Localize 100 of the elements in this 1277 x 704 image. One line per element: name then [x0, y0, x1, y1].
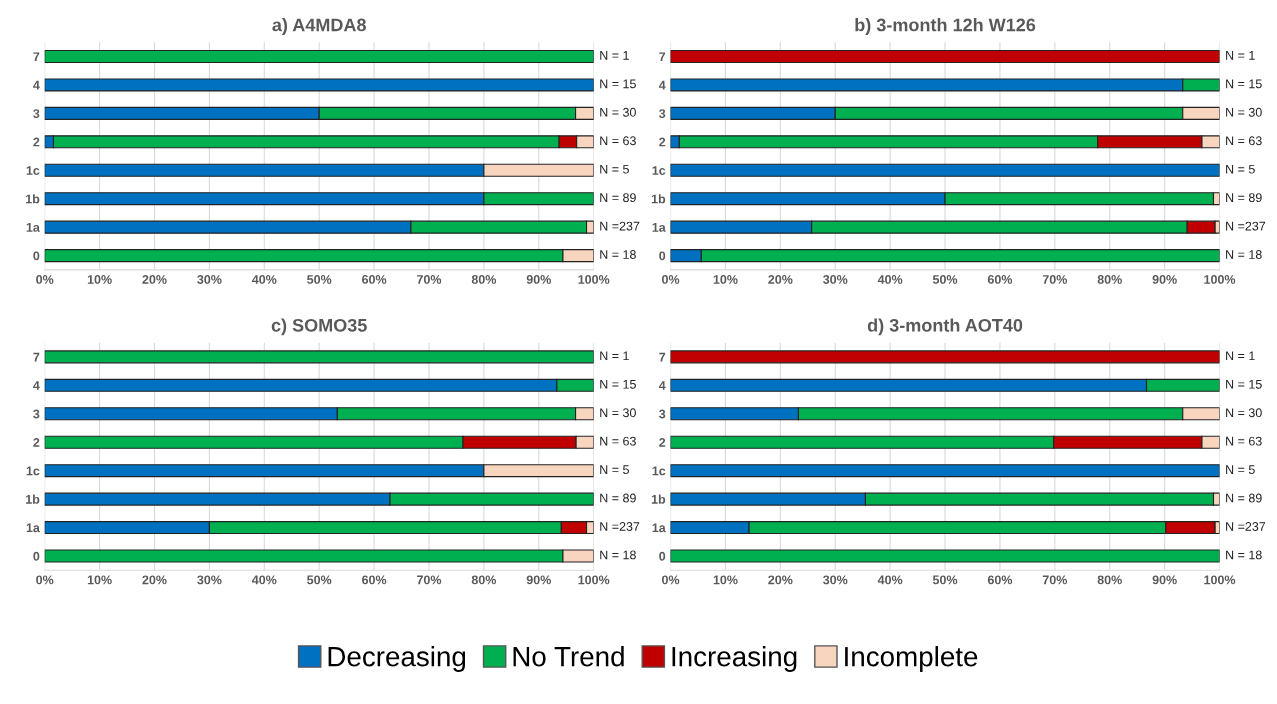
- y-tick-label: 4: [33, 80, 40, 90]
- y-tick-label: 1c: [26, 166, 40, 175]
- y-tick-label: 1a: [652, 223, 666, 232]
- text: N =237: [600, 221, 640, 231]
- x-tick-label: 90%: [526, 575, 551, 585]
- x-tick-label: 30%: [823, 575, 848, 585]
- text: N = 18: [600, 550, 636, 560]
- y-tick-label: 1b: [651, 194, 666, 204]
- x-tick-label: 20%: [142, 575, 167, 585]
- text: N = 15: [600, 79, 636, 89]
- x-tick-label: 70%: [417, 575, 442, 585]
- x-tick-label: 10%: [87, 575, 112, 585]
- y-tick-label: 1c: [26, 466, 40, 476]
- text: N = 5: [600, 465, 629, 475]
- text: N = 15: [600, 379, 636, 389]
- y-tick-label: 1a: [26, 223, 40, 232]
- x-tick-label: 20%: [768, 575, 793, 585]
- y-tick-label: 2: [659, 438, 666, 447]
- x-tick-label: 40%: [877, 275, 903, 284]
- chart-title: b) 3-month 12h W126: [855, 18, 1036, 35]
- chart-title: a) A4MDA8: [272, 18, 366, 35]
- x-tick-label: 0%: [662, 575, 680, 585]
- x-tick-label: 100%: [1204, 575, 1236, 585]
- text: N = 63: [600, 136, 636, 146]
- x-tick-label: 0%: [36, 575, 54, 585]
- x-tick-label: 90%: [526, 275, 551, 284]
- bar: [670, 163, 1220, 177]
- text: N = 15: [1226, 379, 1262, 389]
- y-tick-label: 4: [33, 381, 40, 390]
- y-tick-label: 2: [659, 137, 666, 147]
- x-tick-label: 0%: [662, 275, 680, 284]
- x-tick-label: 60%: [987, 275, 1013, 284]
- y-tick-label: 7: [659, 352, 666, 362]
- y-tick-label: 1b: [26, 494, 40, 504]
- text: N = 30: [600, 408, 636, 418]
- x-tick-label: 60%: [987, 575, 1013, 585]
- x-tick-label: 70%: [1042, 575, 1068, 585]
- y-tick-label: 3: [659, 409, 666, 419]
- bar: [44, 78, 594, 92]
- x-tick-label: 40%: [877, 575, 903, 585]
- legend-label: Decreasing: [328, 646, 466, 672]
- text: N = 18: [600, 250, 636, 259]
- text: N = 5: [1226, 164, 1255, 174]
- text: N = 1: [1226, 351, 1255, 361]
- text: N = 89: [600, 493, 636, 503]
- bar: [670, 350, 1220, 364]
- x-tick-label: 40%: [251, 575, 277, 585]
- text: N =237: [1226, 221, 1266, 231]
- y-tick-label: 2: [33, 137, 40, 147]
- text: N = 63: [1226, 436, 1262, 446]
- x-tick-label: 50%: [307, 575, 332, 585]
- y-tick-label: 7: [33, 52, 40, 61]
- text: N = 30: [1226, 107, 1262, 117]
- text: N = 18: [1226, 250, 1262, 259]
- x-tick-label: 10%: [87, 275, 112, 284]
- text: N = 63: [600, 436, 636, 446]
- x-tick-label: 80%: [471, 575, 497, 585]
- y-tick-label: 4: [658, 381, 666, 390]
- y-tick-label: 1b: [651, 494, 666, 504]
- y-tick-label: 1a: [652, 523, 666, 533]
- y-tick-label: 4: [658, 80, 666, 90]
- bar: [670, 464, 1220, 478]
- bar: [44, 49, 594, 63]
- y-tick-label: 3: [33, 109, 40, 119]
- x-tick-label: 20%: [768, 275, 793, 284]
- text: N = 63: [1226, 136, 1262, 146]
- text: N = 1: [1226, 51, 1255, 60]
- y-tick-label: 0: [33, 251, 40, 261]
- chart-title: d) 3-month AOT40: [867, 318, 1023, 336]
- y-tick-label: 1a: [26, 523, 40, 533]
- legend-label: Incomplete: [845, 646, 978, 672]
- x-tick-label: 100%: [1204, 275, 1236, 284]
- y-tick-label: 1c: [652, 466, 666, 476]
- x-tick-label: 80%: [1097, 275, 1122, 284]
- x-tick-label: 60%: [362, 275, 387, 284]
- y-tick-label: 3: [33, 409, 40, 419]
- x-tick-label: 100%: [578, 275, 610, 284]
- text: N = 15: [1226, 79, 1262, 89]
- text: N = 89: [1226, 493, 1262, 503]
- text: N = 1: [600, 51, 629, 60]
- text: N =237: [600, 522, 640, 531]
- text: N = 89: [600, 193, 636, 203]
- y-tick-label: 0: [33, 551, 40, 561]
- text: N = 89: [1226, 193, 1262, 203]
- y-tick-label: 1b: [26, 194, 40, 204]
- text: N = 18: [1226, 550, 1262, 560]
- x-tick-label: 100%: [578, 575, 610, 585]
- bar: [670, 549, 1220, 563]
- y-tick-label: 7: [659, 52, 666, 61]
- legend-label: No Trend: [513, 646, 624, 667]
- x-tick-label: 80%: [1097, 575, 1122, 585]
- x-tick-label: 70%: [417, 275, 442, 284]
- text: N = 1: [600, 351, 629, 361]
- x-tick-label: 30%: [197, 575, 222, 585]
- legend-label: Increasing: [672, 646, 797, 672]
- x-tick-label: 40%: [251, 275, 277, 284]
- y-tick-label: 3: [659, 109, 666, 119]
- y-tick-label: 0: [659, 551, 666, 561]
- x-tick-label: 90%: [1152, 275, 1177, 284]
- text: N = 30: [1226, 408, 1262, 418]
